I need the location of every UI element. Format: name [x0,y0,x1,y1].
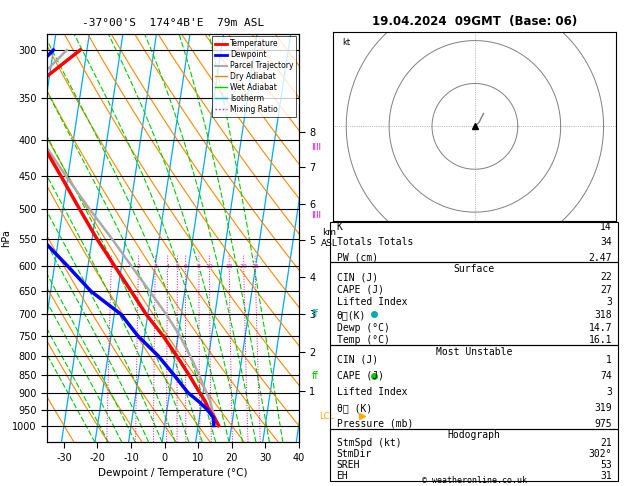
Text: Pressure (mb): Pressure (mb) [337,419,413,429]
Text: 2.47: 2.47 [589,253,612,262]
Text: CAPE (J): CAPE (J) [337,285,384,295]
Text: 14.7: 14.7 [589,323,612,332]
Text: Dewp (°C): Dewp (°C) [337,323,389,332]
Text: 8: 8 [197,264,201,269]
Text: 1: 1 [606,355,612,364]
Text: Totals Totals: Totals Totals [337,237,413,247]
Text: 25: 25 [252,264,259,269]
Text: 975: 975 [594,419,612,429]
Text: θᴇ(K): θᴇ(K) [337,310,366,320]
Text: K: K [337,222,342,232]
Text: 6: 6 [184,264,187,269]
Text: 302°: 302° [589,449,612,459]
Text: IIII: IIII [311,211,321,220]
Text: 31: 31 [600,471,612,481]
Text: 15: 15 [225,264,233,269]
Text: 34: 34 [600,237,612,247]
Text: 4: 4 [165,264,170,269]
Text: CAPE (J): CAPE (J) [337,371,384,381]
Text: Lifted Index: Lifted Index [337,297,407,307]
Text: 19.04.2024  09GMT  (Base: 06): 19.04.2024 09GMT (Base: 06) [372,15,577,28]
Text: Hodograph: Hodograph [448,431,501,440]
Text: ff: ff [311,309,318,319]
Y-axis label: hPa: hPa [1,229,11,247]
Text: 1: 1 [109,264,113,269]
Text: 74: 74 [600,371,612,381]
Text: -37°00'S  174°4B'E  79m ASL: -37°00'S 174°4B'E 79m ASL [82,18,264,28]
Text: 16.1: 16.1 [589,335,612,345]
Text: θᴇ (K): θᴇ (K) [337,403,372,413]
Text: ff: ff [311,371,318,381]
Text: 5: 5 [175,264,179,269]
Text: 319: 319 [594,403,612,413]
Text: 2: 2 [136,264,140,269]
Text: 20: 20 [240,264,248,269]
Text: 53: 53 [600,460,612,470]
Text: © weatheronline.co.uk: © weatheronline.co.uk [422,476,526,485]
X-axis label: Dewpoint / Temperature (°C): Dewpoint / Temperature (°C) [98,468,248,478]
Text: 3: 3 [153,264,157,269]
Text: CIN (J): CIN (J) [337,355,377,364]
Text: 3: 3 [606,387,612,397]
Text: CIN (J): CIN (J) [337,272,377,282]
Text: 27: 27 [600,285,612,295]
Text: PW (cm): PW (cm) [337,253,377,262]
Text: EH: EH [337,471,348,481]
Text: kt: kt [342,38,350,47]
Text: StmSpd (kt): StmSpd (kt) [337,438,401,448]
Text: 318: 318 [594,310,612,320]
Legend: Temperature, Dewpoint, Parcel Trajectory, Dry Adiabat, Wet Adiabat, Isotherm, Mi: Temperature, Dewpoint, Parcel Trajectory… [211,36,296,117]
Text: 22: 22 [600,272,612,282]
Text: LCL: LCL [319,412,334,420]
Text: 14: 14 [600,222,612,232]
Text: Temp (°C): Temp (°C) [337,335,389,345]
Text: Surface: Surface [454,264,495,274]
Text: 3: 3 [606,297,612,307]
Text: Lifted Index: Lifted Index [337,387,407,397]
Text: SREH: SREH [337,460,360,470]
Text: StmDir: StmDir [337,449,372,459]
Text: Most Unstable: Most Unstable [436,347,513,357]
Text: 10: 10 [206,264,213,269]
Text: IIII: IIII [311,143,321,152]
Y-axis label: km
ASL: km ASL [321,228,338,248]
Text: 21: 21 [600,438,612,448]
